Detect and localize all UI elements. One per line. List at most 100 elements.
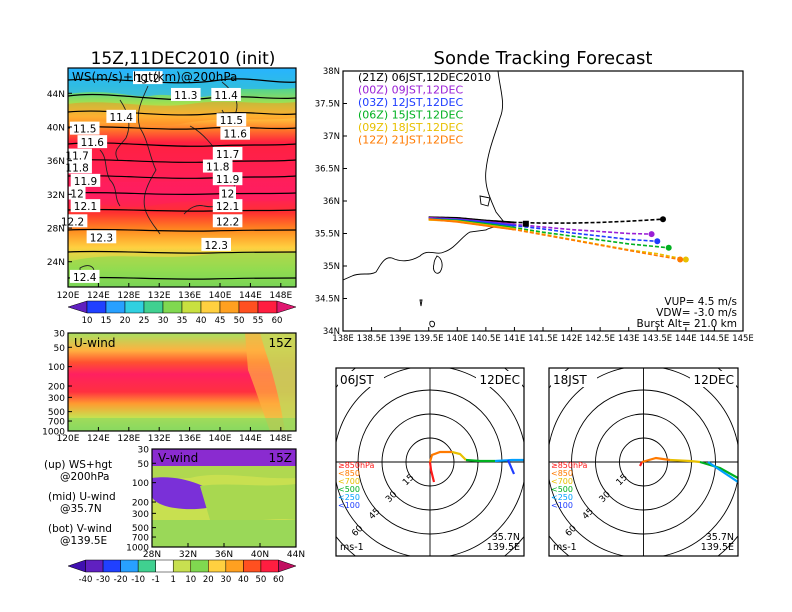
y-tick-label: 24N xyxy=(47,258,65,268)
x-tick-label: 120E xyxy=(57,434,80,444)
v-wind-x-ticks: 28N 32N 36N 40N 44N xyxy=(143,543,305,560)
colorbar-swatch xyxy=(257,300,278,314)
hodo-layer-label: <500 xyxy=(551,485,573,494)
colorbar-tick: 55 xyxy=(253,316,264,326)
y-tick-label: 35N xyxy=(323,262,340,272)
u-wind-time: 15Z xyxy=(269,336,293,350)
contour-label-box xyxy=(202,159,233,173)
hodo-trace xyxy=(494,458,524,463)
contour-label: 12.2 xyxy=(216,216,239,228)
track-endpoint xyxy=(665,244,672,251)
hodo-trace xyxy=(451,450,467,461)
hodograph-06-panel: 06JST 12DEC≥850hPa<850<700<500<250<100153… xyxy=(335,367,525,557)
hodo-layer-label: <100 xyxy=(338,501,360,510)
x-tick-label: 128E xyxy=(117,434,140,444)
track-endpoint xyxy=(677,256,684,263)
contour-label: 11.7 xyxy=(216,149,239,161)
x-tick-label: 124E xyxy=(87,291,110,301)
hodo-units: ms-1 xyxy=(340,542,364,553)
hodo-trace xyxy=(639,461,643,467)
x-tick-label: 124E xyxy=(87,434,110,444)
x-tick-label: 139E xyxy=(389,334,411,344)
track-line xyxy=(428,216,664,224)
colorbar-swatch xyxy=(208,559,227,573)
hodo-layer-label: ≥850hPa xyxy=(338,461,375,470)
ws-colorbar: 10 15 20 25 30 35 40 45 50 55 60 xyxy=(67,300,297,326)
u-wind-frame xyxy=(67,332,297,432)
contour-label-box xyxy=(211,87,241,101)
contour-label-box xyxy=(69,269,100,283)
colorbar-swatch xyxy=(137,559,156,573)
legend-entry: (21Z) 06JST,12DEC2010 xyxy=(358,71,491,84)
track-line xyxy=(428,218,681,261)
y-tick-label: 1000 xyxy=(42,428,65,438)
contour-label: 12.1 xyxy=(74,201,97,213)
y-tick-label: 30 xyxy=(54,330,66,340)
contour-label: 11.5 xyxy=(73,124,96,136)
contour-label-box xyxy=(212,199,243,213)
colorbar-tick: 30 xyxy=(158,316,169,326)
contour-label: 11.4 xyxy=(110,112,134,124)
note-up: (up) WS+hgt xyxy=(44,459,112,471)
track-endpoint xyxy=(648,231,655,238)
contour-label: 11.6 xyxy=(224,129,248,141)
colorbar-tick: 40 xyxy=(238,575,249,585)
colorbar-tick: 20 xyxy=(120,316,131,326)
colorbar-tick: -1 xyxy=(151,575,159,585)
hodo-trace xyxy=(707,461,738,483)
y-tick-label: 36.5N xyxy=(315,165,340,175)
x-tick-label: 148E xyxy=(269,434,292,444)
colorbar-tick: 10 xyxy=(185,575,196,585)
hodo-units: ms-1 xyxy=(553,542,577,553)
hodo-layer-label: <250 xyxy=(551,493,573,502)
x-tick-label: 140E xyxy=(209,434,232,444)
hodo-layer-label: ≥850hPa xyxy=(551,461,588,470)
hodo-trace xyxy=(506,459,516,475)
colorbar-swatch xyxy=(105,300,126,314)
y-tick-label: 37.5N xyxy=(315,100,340,110)
contour-label: 12 xyxy=(221,189,234,201)
colorbar-tick: -10 xyxy=(131,575,145,585)
contour-label-box xyxy=(86,230,117,244)
hodo-trace xyxy=(641,456,671,464)
sonde-x-ticks: 138E 138.5E 139E 139.5E 140E 140.5E 141E 141.5E… xyxy=(332,327,754,344)
info-text: Burst Alt= 21.0 km xyxy=(637,318,737,330)
hodo-layer-label: <500 xyxy=(338,485,360,494)
y-tick-label: 36N xyxy=(47,157,65,167)
x-tick-label: 143.5E xyxy=(642,334,672,344)
note-mid-level: @35.7N xyxy=(60,503,102,515)
sonde-title: Sonde Tracking Forecast xyxy=(434,48,653,69)
contour-label-box xyxy=(201,237,231,251)
colorbar-tick: -40 xyxy=(79,575,93,585)
hodo-trace xyxy=(428,450,452,463)
x-tick-label: 144E xyxy=(239,434,262,444)
u-wind-field xyxy=(68,333,296,431)
hodo-layer-label: <700 xyxy=(338,477,360,486)
y-tick-label: 50 xyxy=(138,460,150,470)
note-bot: (bot) V-wind xyxy=(48,523,112,535)
hodo-ring-label: 15 xyxy=(615,473,630,488)
colorbar-tick: 60 xyxy=(272,316,283,326)
colorbar-tick: 30 xyxy=(220,575,231,585)
y-tick-label: 500 xyxy=(48,408,65,418)
y-tick-label: 32N xyxy=(47,191,65,201)
hodo-layer-label: <850 xyxy=(551,469,573,478)
y-tick-label: 300 xyxy=(48,394,65,404)
x-tick-label: 138.5E xyxy=(357,334,387,344)
legend-entry: (12Z) 21JST,12DEC xyxy=(358,134,463,147)
note-up-level: @200hPa xyxy=(60,471,110,483)
contour-label: 11.9 xyxy=(74,176,97,188)
y-tick-label: 700 xyxy=(48,418,65,428)
track-endpoint xyxy=(654,238,661,245)
v-wind-time: 15Z xyxy=(269,451,293,465)
track-endpoint xyxy=(660,216,666,223)
sonde-y-ticks: 38N 37.5N 37N 36.5N 36N 35.5N 35N 34.5N 34N xyxy=(315,67,347,337)
v-wind-field xyxy=(152,449,296,547)
y-tick-label: 34N xyxy=(323,327,340,337)
contour-label-box xyxy=(106,109,136,123)
colorbar-swatch xyxy=(243,559,262,573)
x-tick-label: 44N xyxy=(287,550,305,560)
hodo-lat: 35.7N xyxy=(492,532,520,543)
colorbar-swatch xyxy=(102,559,121,573)
